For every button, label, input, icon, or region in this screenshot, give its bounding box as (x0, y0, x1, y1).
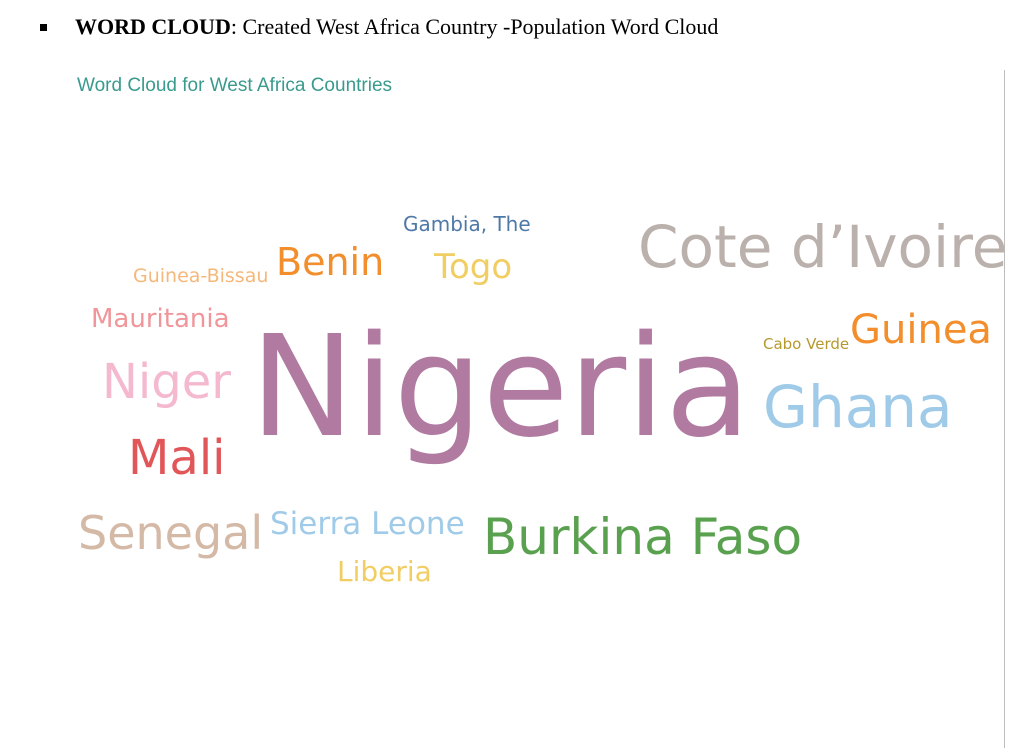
word-mauritania: Mauritania (91, 304, 230, 334)
heading-bold-label: WORD CLOUD (75, 14, 231, 39)
word-cabo-verde: Cabo Verde (763, 335, 850, 353)
word-guinea-bissau: Guinea-Bissau (133, 265, 269, 287)
word-burkina-faso: Burkina Faso (483, 508, 803, 566)
word-gambia-the: Gambia, The (403, 212, 531, 236)
word-togo: Togo (434, 247, 513, 287)
word-senegal: Senegal (78, 506, 264, 560)
page-divider (1004, 70, 1005, 748)
heading-text: : Created West Africa Country -Populatio… (230, 14, 719, 39)
word-mali: Mali (128, 430, 226, 486)
list-bullet (40, 24, 47, 31)
word-nigeria: Nigeria (250, 306, 751, 469)
section-heading: WORD CLOUD: Created West Africa Country … (75, 14, 718, 40)
chart-title: Word Cloud for West Africa Countries (77, 75, 393, 96)
word-guinea: Guinea (850, 307, 992, 353)
word-niger: Niger (102, 354, 231, 410)
word-liberia: Liberia (337, 555, 432, 588)
word-benin: Benin (276, 240, 385, 284)
word-ghana: Ghana (763, 373, 953, 441)
word-cote-d-ivoire: Cote d’Ivoire (638, 213, 1008, 281)
word-sierra-leone: Sierra Leone (270, 506, 465, 542)
